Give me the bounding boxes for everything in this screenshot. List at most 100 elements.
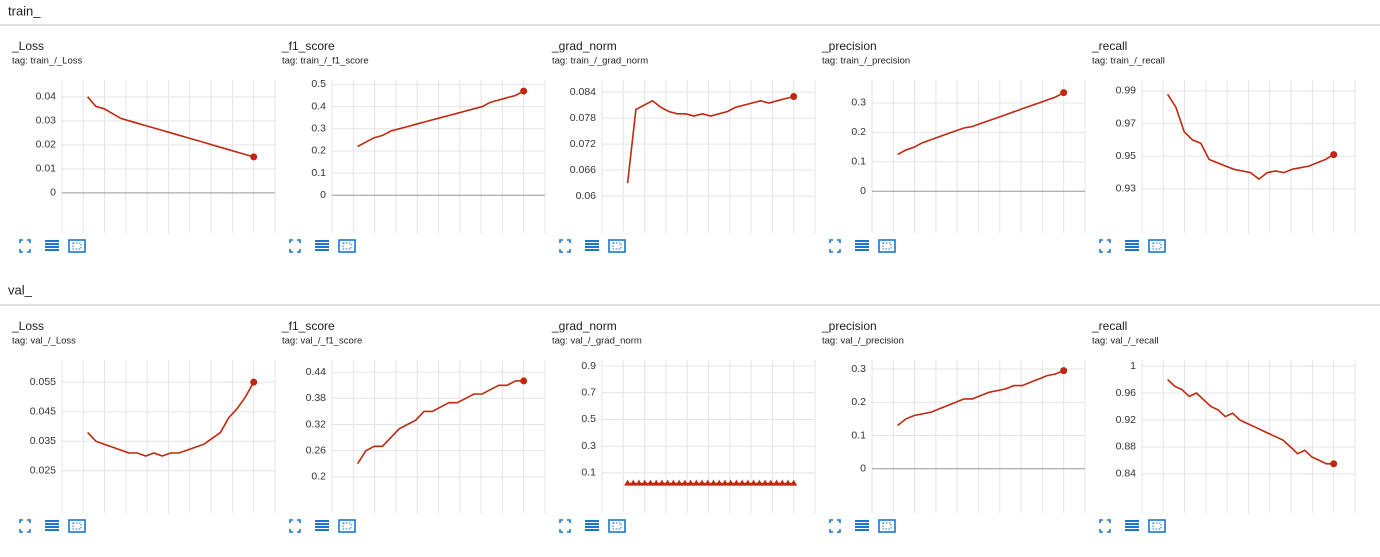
section-title: val_: [8, 282, 33, 297]
y-tick-label: 0.066: [570, 164, 596, 176]
data-button[interactable]: [1125, 240, 1139, 242]
data-button[interactable]: [315, 243, 329, 245]
expand-button[interactable]: [829, 239, 841, 253]
y-tick-label: 0.1: [311, 167, 326, 179]
data-button[interactable]: [45, 526, 59, 528]
last-point: [1060, 367, 1068, 375]
expand-button[interactable]: [19, 239, 31, 253]
y-tick-label: 0.025: [30, 465, 56, 477]
data-button[interactable]: [585, 523, 599, 525]
expand-button[interactable]: [559, 519, 571, 533]
data-button[interactable]: [45, 529, 59, 531]
data-button[interactable]: [855, 529, 869, 531]
y-tick-label: 0.96: [1116, 387, 1137, 399]
data-button[interactable]: [315, 246, 329, 248]
point-marker: [704, 479, 712, 486]
series-line: [897, 91, 1065, 156]
fit-domain-inner: [342, 242, 352, 250]
point-marker: [698, 479, 706, 486]
y-tick-label: 0.32: [306, 418, 327, 430]
fit-domain-inner: [882, 522, 892, 530]
fit-domain-button[interactable]: [1148, 239, 1166, 253]
expand-button[interactable]: [289, 239, 301, 253]
y-tick-label: 0.88: [1116, 441, 1137, 453]
fit-domain-button[interactable]: [68, 519, 86, 533]
data-button[interactable]: [1125, 529, 1139, 531]
last-point: [520, 87, 528, 95]
y-tick-label: 0.055: [30, 376, 56, 388]
y-tick-label: 0.2: [311, 145, 326, 157]
data-button[interactable]: [585, 529, 599, 531]
y-tick-label: 0.072: [570, 138, 596, 150]
fit-domain-button[interactable]: [608, 519, 626, 533]
data-button[interactable]: [45, 240, 59, 242]
fit-domain-button[interactable]: [338, 519, 356, 533]
last-point: [1330, 460, 1338, 468]
data-button[interactable]: [855, 526, 869, 528]
point-marker: [709, 479, 717, 486]
expand-button[interactable]: [829, 519, 841, 533]
data-button[interactable]: [1125, 523, 1139, 525]
chart-title: _precision: [821, 319, 877, 333]
data-button[interactable]: [585, 240, 599, 242]
data-button[interactable]: [855, 249, 869, 251]
expand-button[interactable]: [19, 519, 31, 533]
fit-domain-inner: [612, 242, 622, 250]
data-button[interactable]: [1125, 243, 1139, 245]
point-marker: [784, 479, 792, 486]
chart-tag: tag: train_/_f1_score: [282, 56, 369, 67]
data-button[interactable]: [1125, 246, 1139, 248]
data-button[interactable]: [855, 243, 869, 245]
data-button[interactable]: [585, 246, 599, 248]
y-tick-label: 0.078: [570, 112, 596, 124]
data-button[interactable]: [1125, 249, 1139, 251]
data-button[interactable]: [585, 249, 599, 251]
data-button[interactable]: [585, 520, 599, 522]
point-marker: [715, 479, 723, 486]
chart-title: _grad_norm: [551, 319, 617, 333]
series-line: [626, 95, 794, 184]
chart-title: _grad_norm: [551, 39, 617, 53]
data-button[interactable]: [315, 249, 329, 251]
fit-domain-button[interactable]: [68, 239, 86, 253]
data-button[interactable]: [585, 243, 599, 245]
point-marker: [755, 479, 763, 486]
data-button[interactable]: [585, 526, 599, 528]
y-tick-label: 0.26: [306, 444, 327, 456]
data-button[interactable]: [855, 523, 869, 525]
data-button[interactable]: [45, 249, 59, 251]
data-button[interactable]: [315, 526, 329, 528]
fit-domain-button[interactable]: [338, 239, 356, 253]
y-tick-label: 0.3: [581, 440, 596, 452]
data-button[interactable]: [855, 246, 869, 248]
fit-domain-button[interactable]: [1148, 519, 1166, 533]
point-marker: [669, 479, 677, 486]
expand-button[interactable]: [289, 519, 301, 533]
expand-button[interactable]: [559, 239, 571, 253]
data-button[interactable]: [315, 529, 329, 531]
expand-button[interactable]: [1099, 519, 1111, 533]
chart-tag: tag: val_/_f1_score: [282, 336, 362, 347]
point-marker: [692, 479, 700, 486]
section-divider: [0, 24, 1380, 26]
point-marker: [675, 479, 683, 486]
series-line: [1166, 93, 1335, 181]
last-point: [790, 92, 798, 100]
data-button[interactable]: [855, 520, 869, 522]
data-button[interactable]: [1125, 526, 1139, 528]
point-marker: [738, 479, 746, 486]
fit-domain-button[interactable]: [878, 239, 896, 253]
data-button[interactable]: [315, 523, 329, 525]
data-button[interactable]: [45, 523, 59, 525]
data-button[interactable]: [855, 240, 869, 242]
expand-button[interactable]: [1099, 239, 1111, 253]
data-button[interactable]: [315, 240, 329, 242]
fit-domain-button[interactable]: [878, 519, 896, 533]
fit-domain-button[interactable]: [608, 239, 626, 253]
data-button[interactable]: [1125, 520, 1139, 522]
data-button[interactable]: [45, 520, 59, 522]
data-button[interactable]: [45, 243, 59, 245]
data-button[interactable]: [45, 246, 59, 248]
data-button[interactable]: [315, 520, 329, 522]
